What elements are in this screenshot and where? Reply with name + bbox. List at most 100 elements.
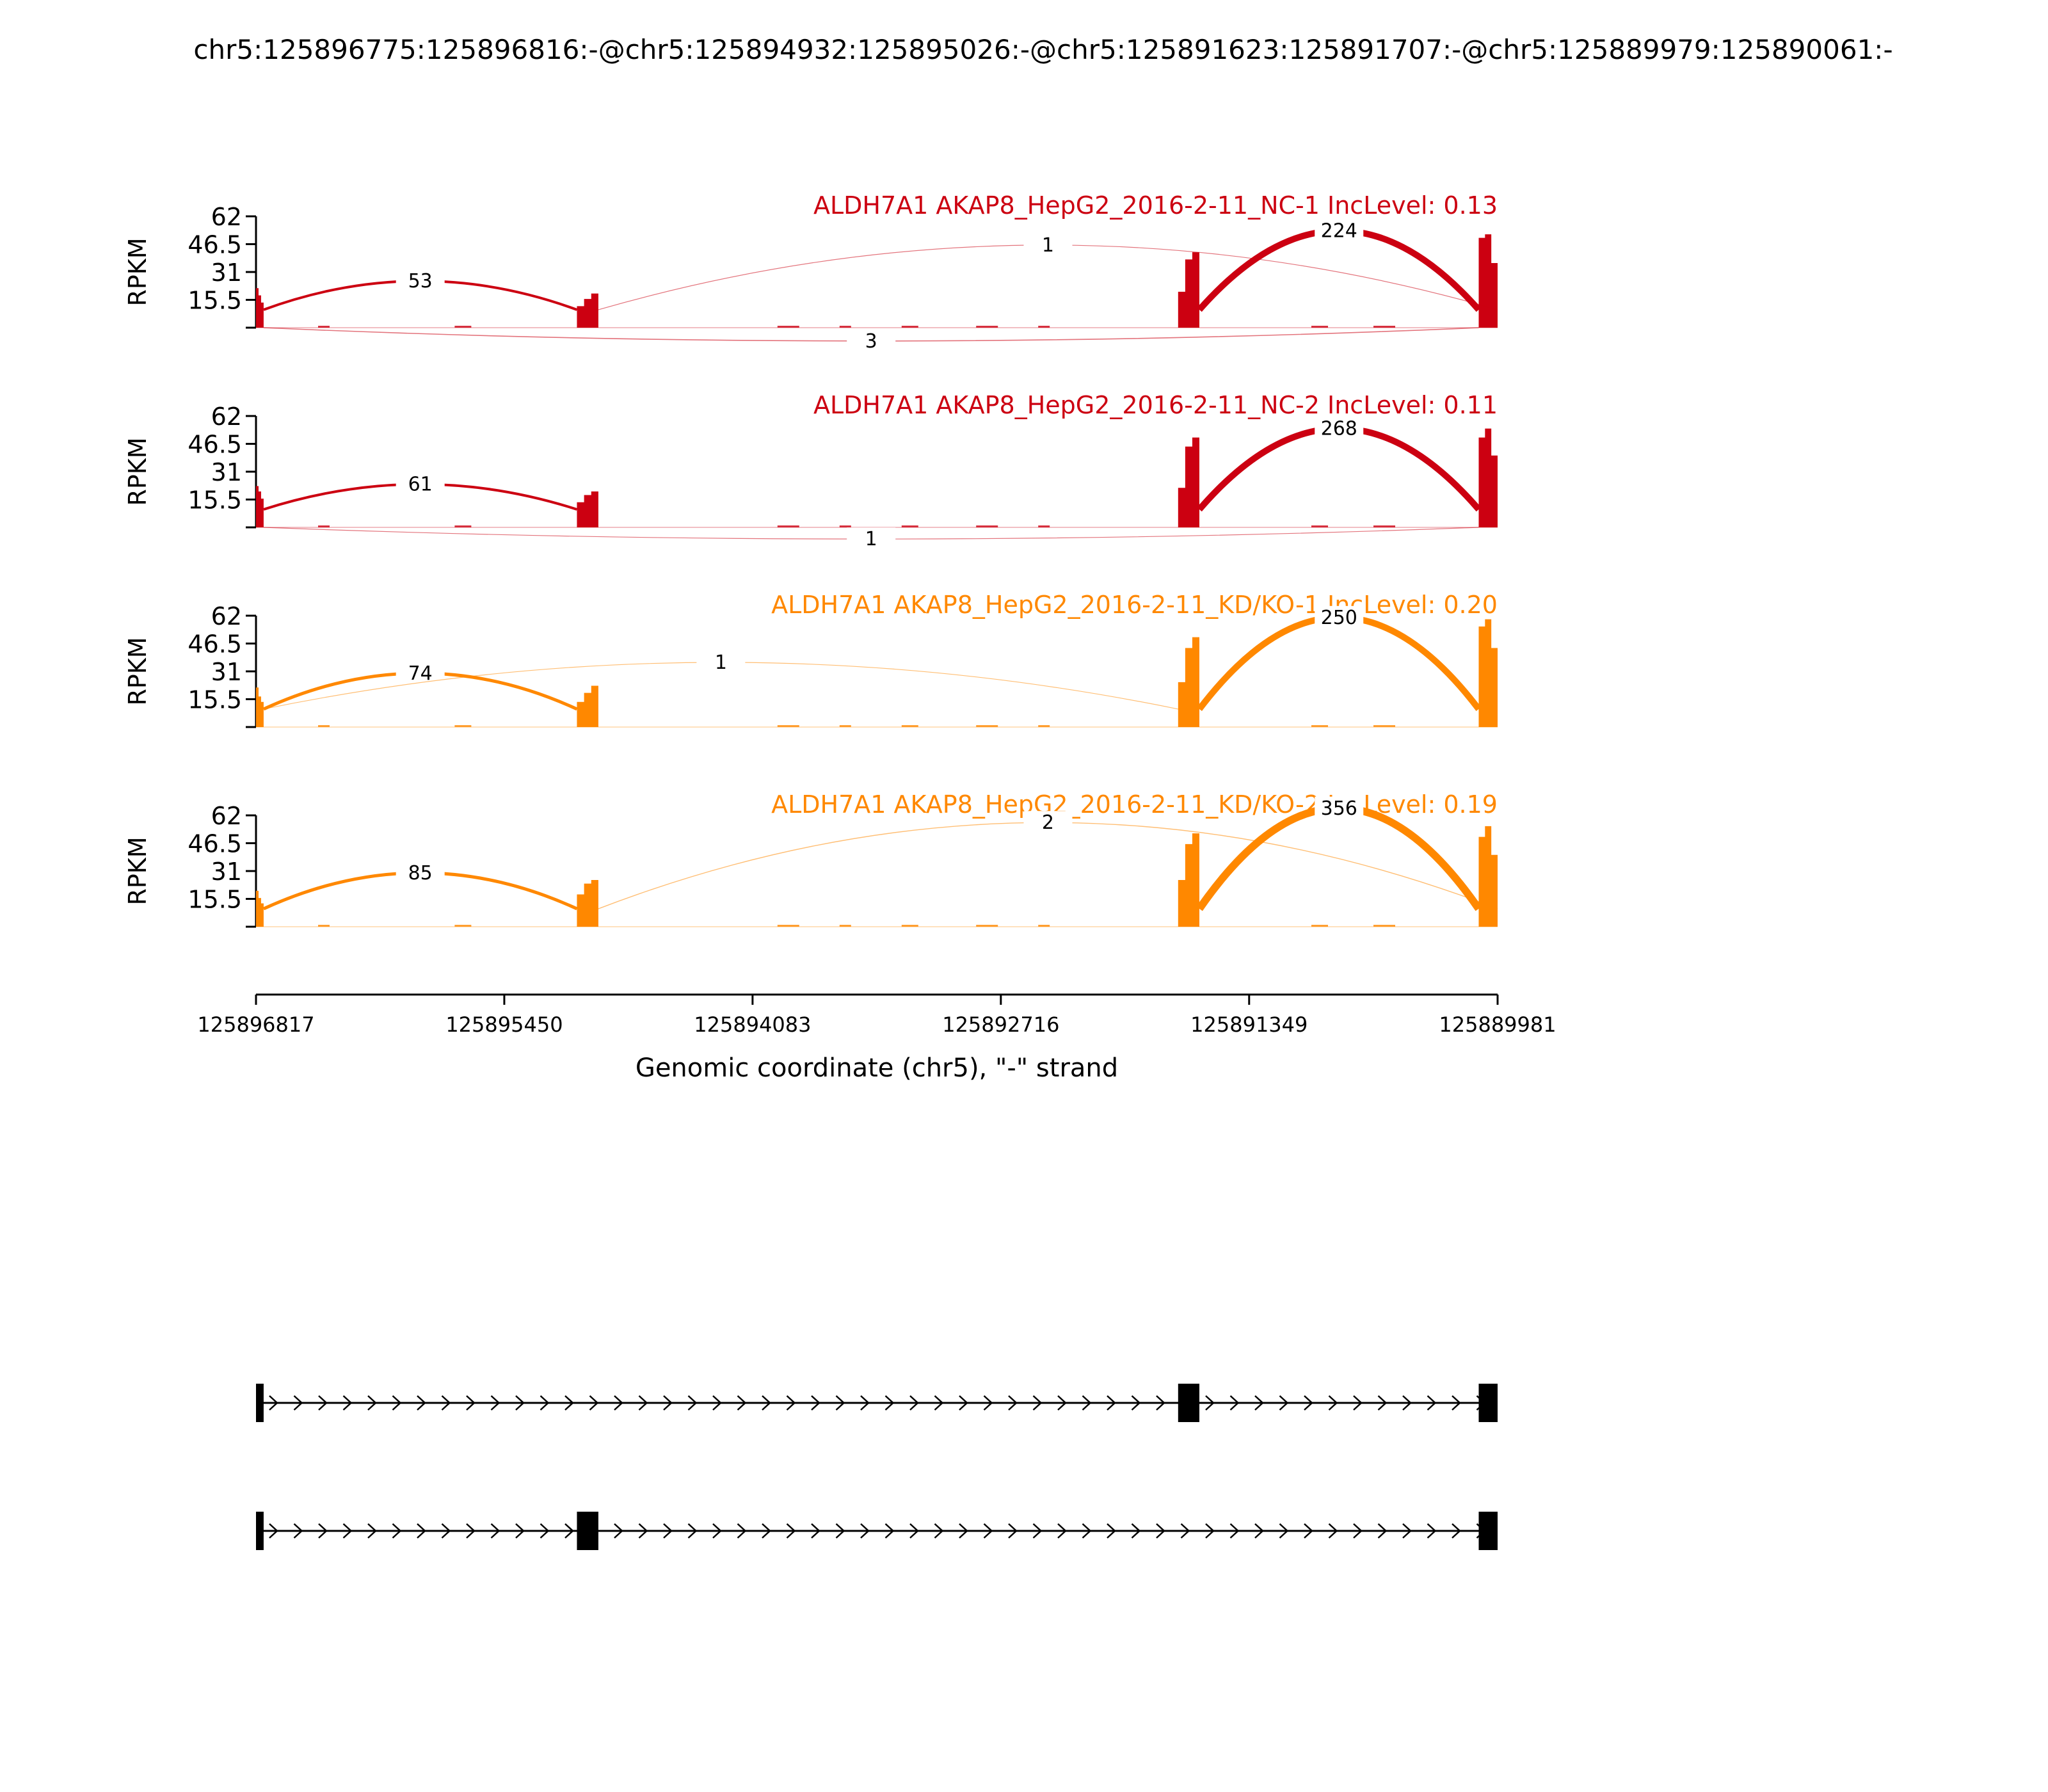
- exon-coverage: [1478, 428, 1498, 527]
- strand-arrow: [293, 1523, 303, 1539]
- intron-coverage: [318, 725, 330, 727]
- junction-arc: [1197, 614, 1482, 711]
- strand-arrow: [1032, 1523, 1043, 1539]
- intron-coverage: [454, 925, 472, 927]
- strand-arrow: [909, 1523, 919, 1539]
- strand-arrow: [811, 1523, 820, 1539]
- strand-arrow: [1279, 1395, 1289, 1411]
- y-axis-label: RPKM: [124, 637, 152, 705]
- strand-arrow: [1304, 1395, 1313, 1411]
- strand-arrow: [1328, 1395, 1338, 1411]
- exon-coverage: [1478, 619, 1498, 727]
- strand-arrow: [589, 1395, 599, 1411]
- junction-arc: [598, 822, 1498, 909]
- junction-label-bg: [847, 527, 896, 550]
- intron-coverage: [1373, 925, 1395, 927]
- strand-arrow: [614, 1523, 623, 1539]
- strand-arrow: [884, 1523, 895, 1539]
- strand-arrow: [1254, 1523, 1264, 1539]
- strand-arrow: [614, 1395, 623, 1411]
- strand-arrow: [1131, 1523, 1141, 1539]
- junction-label-bg: [396, 661, 445, 684]
- intron-coverage: [318, 925, 330, 927]
- strand-arrow: [1107, 1523, 1116, 1539]
- strand-arrow: [663, 1395, 673, 1411]
- strand-arrow: [959, 1395, 968, 1411]
- y-tick-label: 15.5: [188, 486, 242, 515]
- exon-block: [1178, 1384, 1200, 1422]
- intron-coverage: [777, 725, 799, 727]
- intron-coverage: [976, 925, 998, 927]
- exon-coverage: [1478, 234, 1498, 328]
- strand-arrow: [417, 1395, 426, 1411]
- exon-block: [577, 1512, 598, 1550]
- isoform-1: [256, 1384, 1498, 1422]
- intron-coverage: [454, 725, 472, 727]
- strand-arrow: [934, 1395, 944, 1411]
- y-tick-label: 46.5: [188, 231, 242, 259]
- exon-coverage: [1178, 437, 1200, 527]
- junction-label-bg: [1315, 219, 1364, 241]
- junction-label-bg: [396, 472, 445, 495]
- strand-arrow: [367, 1395, 377, 1411]
- strand-arrow: [1353, 1523, 1363, 1539]
- exon-block: [1478, 1384, 1498, 1422]
- intron-coverage: [1038, 525, 1050, 527]
- y-axis-label: RPKM: [124, 437, 152, 506]
- x-axis-ticks: 125896817 125895450 125894083 125892716 1258…: [197, 995, 1556, 1037]
- y-tick-label: 62: [211, 602, 242, 630]
- y-tick-label: 31: [211, 458, 242, 486]
- strand-arrow: [318, 1523, 328, 1539]
- strand-arrow: [1353, 1395, 1363, 1411]
- strand-arrow: [564, 1395, 574, 1411]
- exon-coverage: [256, 288, 264, 328]
- track-title: ALDH7A1 AKAP8_HepG2_2016-2-11_NC-1 IncLe…: [813, 191, 1498, 220]
- junction-label-bg: [1023, 811, 1073, 833]
- strand-arrow: [1229, 1523, 1240, 1539]
- strand-arrow: [712, 1523, 722, 1539]
- strand-arrow: [712, 1395, 722, 1411]
- junction-label-bg: [396, 269, 445, 292]
- intron-coverage: [1311, 725, 1328, 727]
- track-title: ALDH7A1 AKAP8_HepG2_2016-2-11_KD/KO-2 In…: [771, 790, 1498, 819]
- intron-coverage: [976, 725, 998, 727]
- junction-count: 53: [408, 270, 433, 292]
- track-1: ALDH7A1 AKAP8_HepG2_2016-2-11_NC-1 IncLe…: [124, 191, 1498, 353]
- junction-label-bg: [1315, 796, 1364, 819]
- strand-arrow: [269, 1523, 278, 1539]
- strand-arrow: [687, 1395, 698, 1411]
- strand-arrow: [1304, 1523, 1313, 1539]
- strand-arrow: [1452, 1523, 1461, 1539]
- exon-coverage: [1178, 833, 1200, 927]
- coverage-tracks: ALDH7A1 AKAP8_HepG2_2016-2-11_NC-1 IncLe…: [124, 191, 1498, 928]
- exon-coverage: [256, 486, 264, 527]
- junction-count: 85: [408, 862, 433, 884]
- exon-coverage: [577, 685, 598, 727]
- strand-arrow: [1229, 1395, 1240, 1411]
- intron-coverage: [777, 326, 799, 328]
- exon-block: [256, 1512, 264, 1550]
- strand-arrow: [983, 1523, 993, 1539]
- strand-arrow: [466, 1395, 476, 1411]
- intron-coverage: [1373, 725, 1395, 727]
- track-2: ALDH7A1 AKAP8_HepG2_2016-2-11_NC-2 IncLe…: [124, 391, 1498, 550]
- strand-arrow: [1254, 1395, 1264, 1411]
- intron-coverage: [976, 326, 998, 328]
- y-tick-label: 31: [211, 259, 242, 287]
- strand-arrow: [762, 1395, 771, 1411]
- strand-arrow: [1156, 1523, 1165, 1539]
- y-tick-label: 31: [211, 658, 242, 686]
- junction-count: 268: [1321, 418, 1357, 440]
- junction-label-bg: [1023, 233, 1073, 255]
- strand-arrow: [786, 1523, 796, 1539]
- intron-coverage: [1311, 326, 1328, 328]
- strand-arrow: [983, 1395, 993, 1411]
- strand-arrow: [318, 1395, 328, 1411]
- x-tick-label: 125895450: [445, 1012, 563, 1037]
- junction-count: 61: [408, 474, 433, 496]
- strand-arrow: [811, 1395, 820, 1411]
- track-title: ALDH7A1 AKAP8_HepG2_2016-2-11_NC-2 IncLe…: [813, 391, 1498, 419]
- strand-arrow: [638, 1523, 648, 1539]
- intron-coverage: [1373, 326, 1395, 328]
